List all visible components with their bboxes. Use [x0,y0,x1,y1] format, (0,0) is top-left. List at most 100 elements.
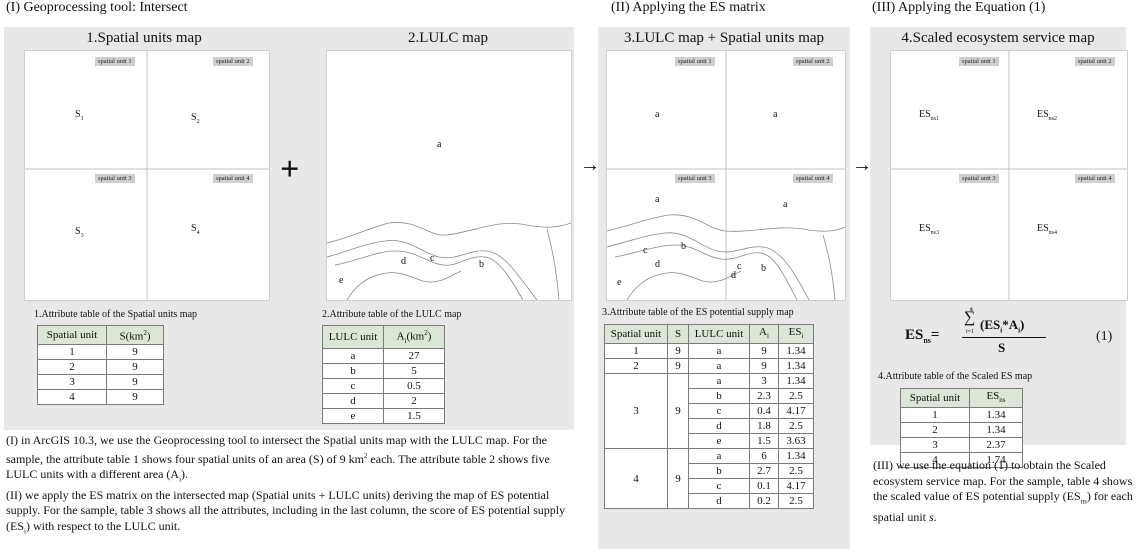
t3-cell-lulc: a [688,343,750,360]
esns1-label: ESns1 [919,109,940,122]
s1-label: S1 [75,109,84,122]
t4-cell: 1.74 [969,452,1023,469]
t2-cell: 2 [383,392,445,409]
t3-cell-es: 1.34 [778,343,814,360]
t3-header-unit: Spatial unit [604,323,668,345]
spatial-units-map: spatial unit 1 spatial unit 2 spatial un… [24,50,270,301]
t1-cell: 1 [37,343,107,360]
lulc-label-b: b [479,259,484,270]
t2-cell: 0.5 [383,377,445,394]
map3-label-e3: e [617,277,622,288]
t3-cell-area: 6 [749,448,779,465]
spatial-unit-4-tag: spatial unit 4 [793,174,833,183]
t3-cell-area: 1.5 [749,433,779,450]
header-intersect: (I) Geoprocessing tool: Intersect [6,0,188,15]
t3-header-s: S [667,323,689,345]
table4-title: 4.Attribute table of the Scaled ES map [878,371,1033,382]
table-scaled-es: Spatial unit ESns 1 1.34 2 1.34 3 2.37 4 1.7… [900,387,1023,469]
t3-cell-es: 2.5 [778,418,814,435]
table-row: 4 9 a 6 1.34 [604,448,814,510]
t3-cell-lulc: a [688,358,750,375]
t2-cell: b [322,362,384,379]
spatial-unit-2-tag: spatial unit 2 [213,57,253,66]
equation-numerator: (ESi*Ai) [980,317,1025,335]
spatial-unit-1-tag: spatial unit 1 [95,57,135,66]
t3-cell-es: 4.17 [778,478,814,495]
map3-title: 3.LULC map + Spatial units map [623,30,825,46]
t4-cell: 2 [900,422,970,439]
t3-cell-s: 9 [667,358,689,375]
t1-cell: 9 [106,358,164,375]
t3-cell-area: 2.7 [749,463,779,480]
t4-cell: 1.34 [969,422,1023,439]
t2-cell: e [322,407,384,424]
map3-label-a1: a [655,109,660,120]
t2-header-unit: LULC unit [322,325,384,349]
t3-cell-area: 1.8 [749,418,779,435]
table-row: b 2.3 2.5 [605,388,814,405]
t3-cell-lulc: d [688,418,750,435]
t1-cell: 3 [37,373,107,390]
map2-title: 2.LULC map [408,30,488,46]
t4-header-esns: ESns [969,387,1023,409]
map3-label-a4: a [783,199,788,210]
t1-header-area: S(km2) [106,325,164,345]
scaled-es-map: spatial unit 1 spatial unit 2 spatial un… [890,50,1128,301]
t3-cell-lulc: c [688,403,750,420]
t4-cell: 2.37 [969,437,1023,454]
t3-header-es: ESi [778,323,814,345]
panel-es-matrix: 3.LULC map + Spatial units map spatial u… [598,27,850,549]
t3-cell-lulc: b [688,388,750,405]
t1-header-unit: Spatial unit [37,325,107,345]
t3-cell-area: 9 [749,358,779,375]
intersected-map: spatial unit 1 spatial unit 2 spatial un… [606,50,846,301]
t2-cell: 5 [383,362,445,379]
arrow-1: → [580,154,600,176]
esns2-label: ESns2 [1037,109,1058,122]
t2-cell: a [322,347,384,364]
header-equation: (III) Applying the Equation (1) [872,0,1046,15]
esns4-label: ESns4 [1037,223,1058,236]
lulc-label-a: a [437,139,442,150]
table1-title: 1.Attribute table of the Spatial units m… [34,309,198,320]
map3-label-d4: d [731,270,736,281]
t3-cell-lulc: c [688,478,750,495]
t3-cell-s: 9 [667,373,689,450]
table3-title: 3.Attribute table of the ES potential su… [602,307,794,318]
panel-geoprocessing: 1.Spatial units map 2.LULC map spatial u… [4,27,574,430]
spatial-unit-3-tag: spatial unit 3 [675,174,715,183]
s4-label: S4 [191,223,200,236]
t3-cell-s: 9 [667,343,689,360]
t1-cell: 9 [106,388,164,405]
t1-cell: 9 [106,343,164,360]
t3-cell-lulc: a [688,373,750,390]
t2-cell: d [322,392,384,409]
t3-cell-area: 0.1 [749,478,779,495]
t3-cell-lulc: b [688,463,750,480]
spatial-unit-1-tag: spatial unit 1 [675,57,715,66]
t4-header-unit: Spatial unit [900,387,970,409]
equation-number: (1) [1096,329,1113,344]
map3-label-a2: a [773,109,778,120]
t1-cell: 4 [37,388,107,405]
t3-cell-unit: 4 [604,448,668,510]
t3-cell-lulc: d [688,493,750,510]
t3-cell-area: 2.3 [749,388,779,405]
description-right: (III) we use the equation (1) to obtain … [873,458,1133,524]
lulc-map: a b c d e [326,50,572,301]
fraction-bar [962,337,1046,338]
map3-label-b3: b [681,241,686,252]
t3-cell-unit: 1 [604,343,668,360]
sum-upper-limit: s [970,305,973,313]
t3-cell-es: 1.34 [778,373,814,390]
map4-title: 4.Scaled ecosystem service map [901,30,1095,46]
t3-cell-area: 3 [749,373,779,390]
spatial-unit-2-tag: spatial unit 2 [1075,57,1115,66]
equation-1: ESns= s ∑ i=1 (ESi*Ai) S (1) [900,305,1126,367]
table-es-potential-supply: Spatial unit S LULC unit Ai ESi 1 9 a 9 1.34… [604,323,814,510]
t1-cell: 9 [106,373,164,390]
t3-cell-area: 0.4 [749,403,779,420]
t3-cell-es: 1.34 [778,448,814,465]
